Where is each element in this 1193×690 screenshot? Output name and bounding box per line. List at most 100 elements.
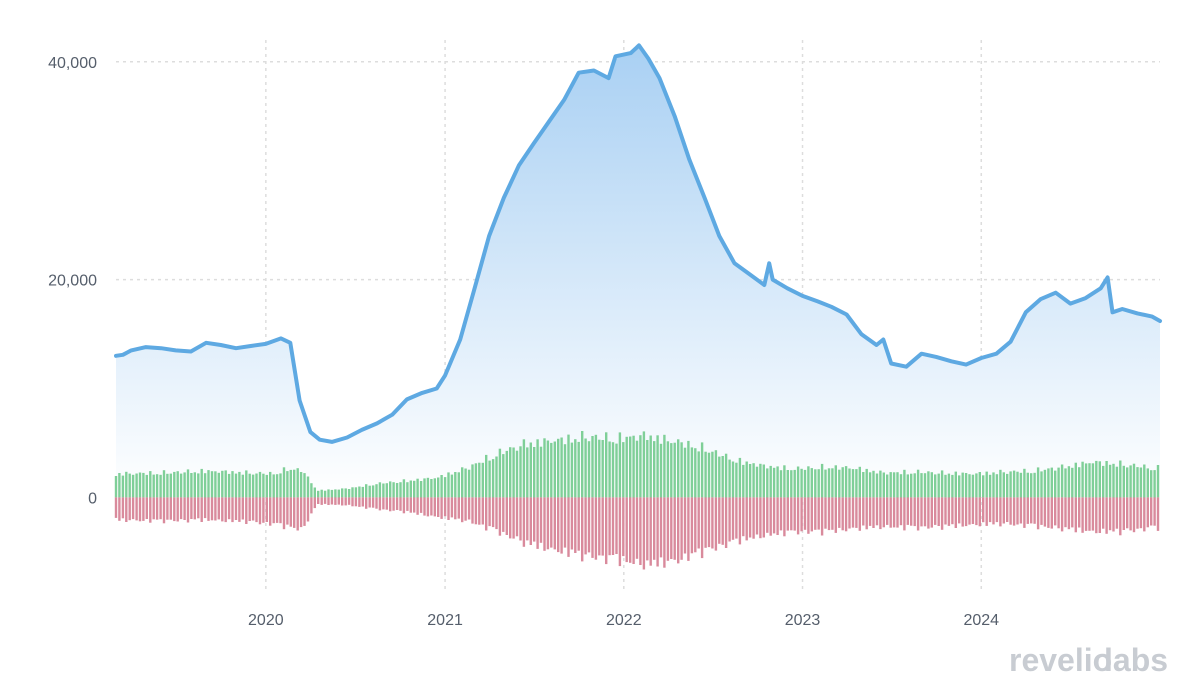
negative-bar <box>512 497 515 539</box>
negative-bar <box>1143 497 1146 532</box>
positive-bar <box>958 475 961 498</box>
positive-bar <box>210 471 214 498</box>
negative-bar <box>772 497 776 534</box>
negative-bar <box>899 497 903 526</box>
positive-bar <box>392 482 395 498</box>
positive-bar <box>138 472 142 498</box>
positive-bar <box>1132 463 1136 498</box>
negative-bar <box>488 497 491 527</box>
negative-bar <box>135 497 138 521</box>
positive-bar <box>317 490 320 498</box>
negative-bar <box>406 497 409 511</box>
positive-bar <box>755 466 759 498</box>
negative-bar <box>680 497 683 560</box>
negative-bar <box>752 497 755 539</box>
negative-bar <box>272 497 275 524</box>
positive-bar <box>629 436 632 498</box>
negative-bar <box>587 497 591 553</box>
negative-bar <box>714 497 718 551</box>
positive-bar <box>759 463 762 498</box>
positive-bar <box>1150 470 1153 498</box>
positive-bar <box>251 474 255 498</box>
x-tick-label: 2021 <box>427 612 463 629</box>
negative-bar <box>234 497 238 520</box>
positive-bar <box>635 440 639 498</box>
negative-bar <box>1115 497 1119 529</box>
positive-bar <box>748 464 752 498</box>
negative-bar <box>841 497 844 531</box>
negative-bar <box>875 497 879 526</box>
negative-bar <box>913 497 916 527</box>
positive-bar <box>625 436 628 498</box>
negative-bar <box>138 497 142 522</box>
negative-bar <box>467 497 471 520</box>
negative-bar <box>337 497 340 505</box>
negative-bar <box>533 497 536 542</box>
positive-bar <box>892 472 896 498</box>
negative-bar <box>142 497 145 521</box>
positive-bar <box>361 486 364 498</box>
positive-bar <box>179 473 183 498</box>
negative-bar <box>193 497 196 520</box>
negative-bar <box>759 497 762 539</box>
negative-bar <box>450 497 454 518</box>
negative-bar <box>796 497 800 535</box>
negative-bar <box>334 497 337 505</box>
negative-bar <box>817 497 820 530</box>
negative-bar <box>769 497 772 536</box>
negative-bar <box>1102 497 1105 529</box>
positive-bar <box>241 474 244 498</box>
negative-bar <box>810 497 813 532</box>
negative-bar <box>118 497 121 521</box>
positive-bar <box>245 470 248 498</box>
negative-bar <box>210 497 214 521</box>
negative-bar <box>186 497 190 523</box>
positive-bar <box>728 459 731 498</box>
negative-bar <box>327 497 330 505</box>
positive-bar <box>454 472 457 498</box>
negative-bar <box>567 497 570 557</box>
negative-bar <box>903 497 906 531</box>
positive-bar <box>461 467 464 498</box>
positive-bar <box>131 474 135 498</box>
negative-bar <box>598 497 601 556</box>
negative-bar <box>968 497 971 525</box>
negative-bar <box>892 497 896 528</box>
negative-bar <box>440 497 443 519</box>
positive-bar <box>186 469 190 498</box>
positive-bar <box>1026 472 1029 498</box>
negative-bar <box>975 497 978 526</box>
negative-bar <box>779 497 783 531</box>
positive-bar <box>1143 464 1146 498</box>
positive-bar <box>1088 463 1091 498</box>
positive-bar <box>978 472 981 498</box>
negative-bar <box>478 497 481 525</box>
negative-bar <box>203 497 207 519</box>
positive-bar <box>433 478 436 498</box>
positive-bar <box>683 447 687 498</box>
positive-bar <box>385 483 388 498</box>
positive-bar <box>533 447 536 498</box>
positive-bar <box>217 472 220 498</box>
positive-bar <box>464 468 467 498</box>
positive-bar <box>937 473 940 498</box>
positive-bar <box>293 469 296 498</box>
negative-bar <box>227 497 231 520</box>
negative-bar <box>313 497 316 509</box>
positive-bar <box>190 473 193 498</box>
negative-bar <box>834 497 837 533</box>
negative-bar <box>820 497 824 536</box>
positive-bar <box>916 469 920 498</box>
negative-bar <box>1098 497 1101 533</box>
negative-bar <box>207 497 210 521</box>
positive-bar <box>1084 463 1088 498</box>
negative-bar <box>546 497 550 550</box>
negative-bar <box>766 497 769 533</box>
positive-bar <box>1036 467 1040 498</box>
negative-bar <box>718 497 721 544</box>
positive-bar <box>193 472 196 498</box>
positive-bar <box>639 435 642 498</box>
negative-bar <box>570 497 574 550</box>
negative-bar <box>1078 497 1081 528</box>
